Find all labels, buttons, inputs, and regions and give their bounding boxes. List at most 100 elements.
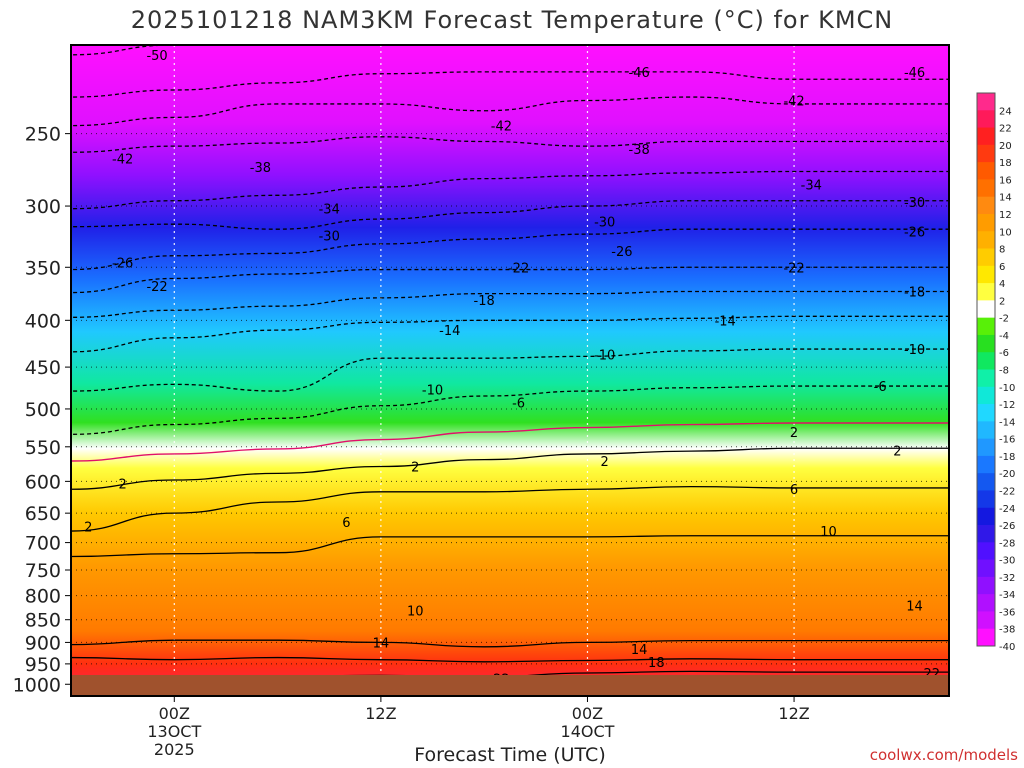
isotherm-label: 6 xyxy=(342,516,350,531)
colorbar-label: 24 xyxy=(999,106,1012,117)
x-tick-label: 12Z xyxy=(365,704,396,723)
x-tick-label: 00Z xyxy=(572,704,603,723)
isotherm-line-m10 xyxy=(71,348,949,392)
isotherm-label: -6 xyxy=(874,380,887,395)
colorbar-label: -14 xyxy=(999,417,1015,428)
isotherm-label: 2 xyxy=(893,444,901,459)
isotherm-label: -30 xyxy=(594,216,615,231)
y-tick-label: 800 xyxy=(25,586,61,608)
isotherm-label-text: -30 xyxy=(904,196,925,211)
isotherm-label-text: -22 xyxy=(508,261,529,276)
colorbar-label: -16 xyxy=(999,435,1015,446)
x-tick-label: 00Z xyxy=(159,704,190,723)
isotherm-label-text: -26 xyxy=(611,245,632,260)
isotherm-label: -30 xyxy=(904,196,925,211)
isotherm-label-text: 10 xyxy=(820,525,837,540)
colorbar-label: -10 xyxy=(999,383,1015,394)
isotherm-label: 18 xyxy=(648,656,665,671)
colorbar-swatch xyxy=(977,611,995,630)
isotherm-line-m50 xyxy=(71,45,949,56)
colorbar-label: 20 xyxy=(999,141,1012,152)
colorbar-label: -12 xyxy=(999,400,1015,411)
isotherm-line-m6 xyxy=(71,385,949,435)
isotherm-line-m34 xyxy=(71,170,949,210)
colorbar-swatch xyxy=(977,628,995,647)
y-tick-label: 950 xyxy=(25,654,61,676)
colorbar-swatch xyxy=(977,525,995,543)
colorbar-label: 14 xyxy=(999,193,1012,204)
x-tick-label: 14OCT xyxy=(561,722,615,741)
isotherm-label: -22 xyxy=(146,280,167,295)
isotherm-label-text: -30 xyxy=(594,216,615,231)
isotherm-label-text: -18 xyxy=(474,294,495,309)
isotherm-label-text: -14 xyxy=(715,314,736,329)
isotherm-line-10 xyxy=(71,535,949,558)
isotherm-line-m2 xyxy=(71,422,949,462)
isotherm-line-m26 xyxy=(71,228,949,271)
y-tick-label: 750 xyxy=(25,560,61,582)
isotherm-line-m30 xyxy=(71,200,949,230)
isotherm-label-text: 2 xyxy=(601,455,609,470)
plot-background xyxy=(71,45,949,696)
y-tick-label: 900 xyxy=(25,632,61,654)
isotherm-label: -50 xyxy=(608,32,636,48)
isotherm-line-18 xyxy=(71,656,949,663)
y-tick-label: 500 xyxy=(25,399,61,421)
isotherm-label-text: 2 xyxy=(119,477,127,492)
isotherm-label: -26 xyxy=(112,257,133,272)
isotherm-line-m46 xyxy=(71,71,949,98)
isotherm-label: -14 xyxy=(439,324,460,339)
isotherm-label: -30 xyxy=(319,229,340,244)
isotherm-label: 10 xyxy=(820,525,837,540)
colorbar-swatch xyxy=(977,455,995,474)
isotherm-label: -10 xyxy=(904,343,925,358)
colorbar-swatch xyxy=(977,196,995,215)
isotherm-label-text: -22 xyxy=(146,280,167,295)
isotherm-label-text: -34 xyxy=(319,203,340,218)
isotherm-label-text: -50 xyxy=(904,33,925,48)
colorbar-label: -38 xyxy=(999,625,1015,636)
colorbar-swatch xyxy=(977,473,995,491)
colorbar-swatch xyxy=(977,421,995,440)
isotherm-label-text: -38 xyxy=(629,143,650,158)
isotherm-label-text: 14 xyxy=(631,643,648,658)
isotherm-line-m18 xyxy=(71,290,949,318)
y-tick-label: 850 xyxy=(25,610,61,632)
colorbar-swatch xyxy=(977,248,995,267)
isotherm-label-box xyxy=(608,32,636,46)
isotherm-label: -22 xyxy=(783,261,804,276)
isotherm-label-text: -6 xyxy=(874,380,887,395)
colorbar-swatch xyxy=(977,594,995,612)
isotherm-label: 14 xyxy=(906,599,923,614)
isotherm-label-text: -34 xyxy=(801,178,822,193)
colorbar-swatch xyxy=(977,576,995,595)
x-tick-label: 13OCT xyxy=(147,722,201,741)
colorbar-swatch xyxy=(977,213,995,232)
colorbar-swatch xyxy=(977,144,995,163)
colorbar-label: -30 xyxy=(999,556,1015,567)
isotherm-label: -34 xyxy=(801,178,822,193)
y-tick-label: 1000 xyxy=(13,674,61,696)
isotherm-line-m22 xyxy=(71,266,949,294)
colorbar-swatch xyxy=(977,438,995,457)
colorbar-swatch xyxy=(977,404,995,422)
isotherm-label: -46 xyxy=(904,66,925,81)
isotherm-label: -18 xyxy=(904,285,925,300)
y-tick-label: 400 xyxy=(25,310,61,332)
colorbar-label: 4 xyxy=(999,279,1005,290)
colorbar-label: 22 xyxy=(999,124,1012,135)
colorbar-label: -26 xyxy=(999,521,1015,532)
colorbar-label: -8 xyxy=(999,366,1009,377)
isotherm-label-text: 2 xyxy=(790,426,798,441)
isotherm-label: 6 xyxy=(790,483,798,498)
isotherm-label: -10 xyxy=(594,349,615,364)
chart-title: 2025101218 NAM3KM Forecast Temperature (… xyxy=(130,6,894,34)
colorbar-swatch xyxy=(977,179,995,198)
isotherm-label: 14 xyxy=(373,636,390,651)
y-tick-label: 550 xyxy=(25,437,61,459)
isotherm-label: 2 xyxy=(790,426,798,441)
colorbar-label: 12 xyxy=(999,210,1012,221)
colorbar-label: -32 xyxy=(999,573,1015,584)
isotherm-label: -14 xyxy=(715,314,736,329)
colorbar-label: 16 xyxy=(999,175,1012,186)
